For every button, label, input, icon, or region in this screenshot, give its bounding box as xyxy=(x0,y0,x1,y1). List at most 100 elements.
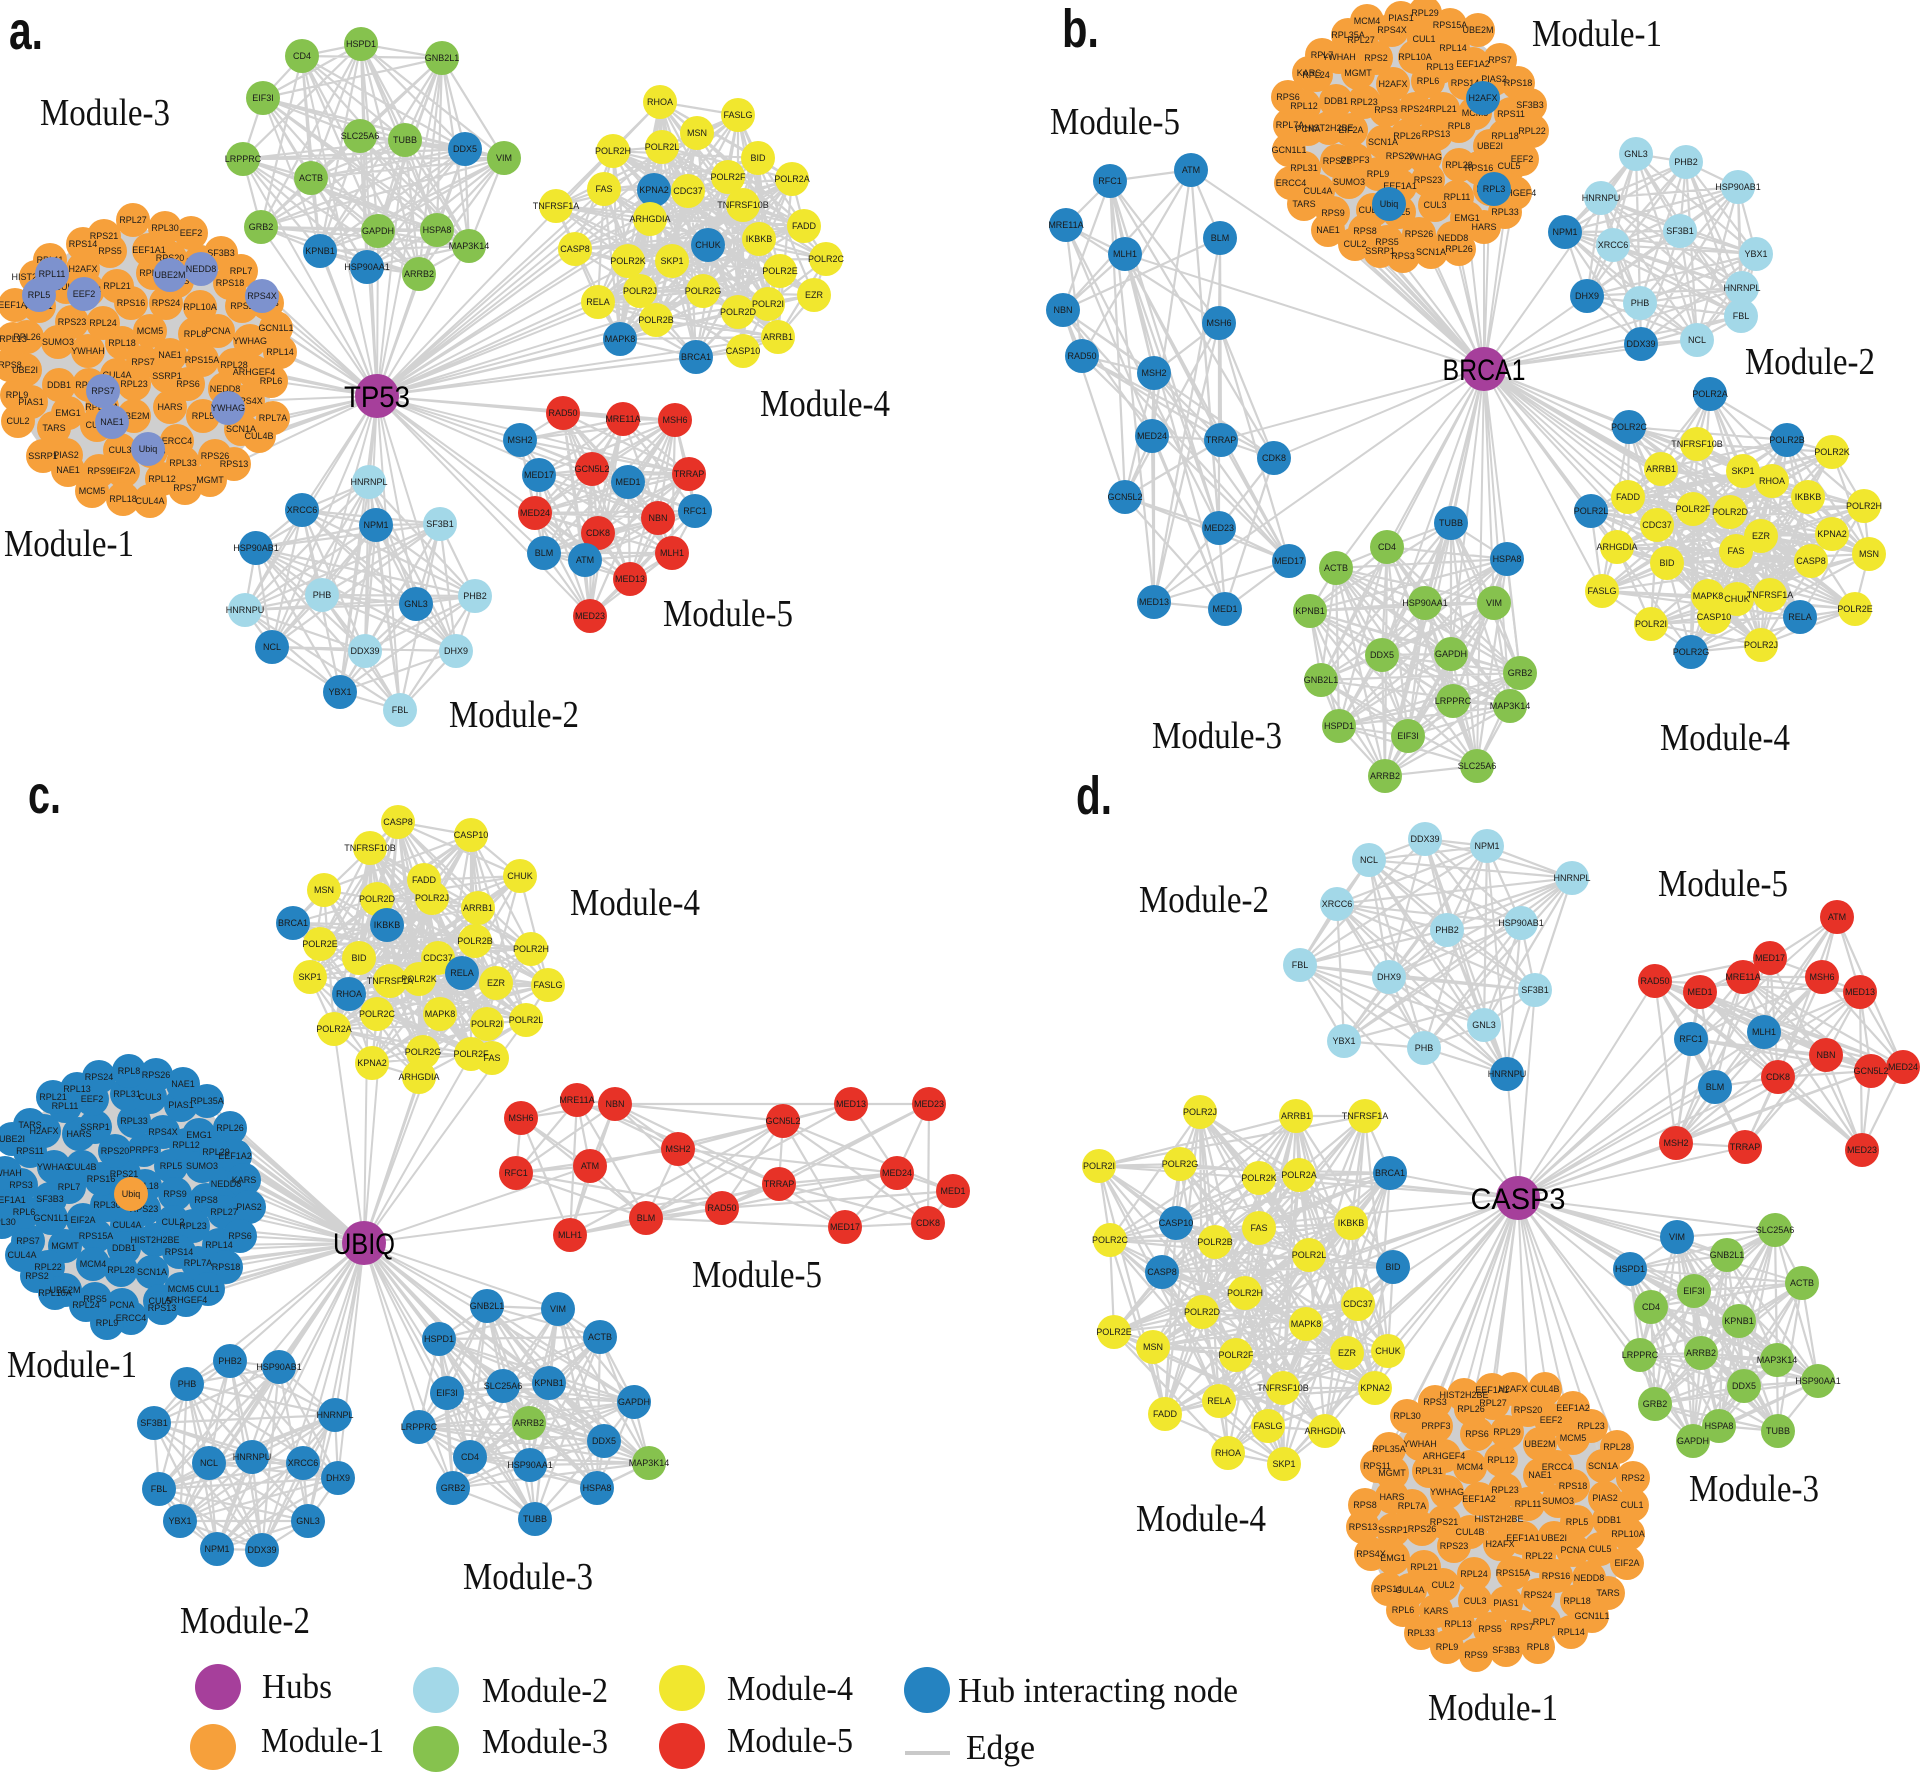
svg-text:CUL5: CUL5 xyxy=(1588,1544,1611,1554)
svg-text:CUL1: CUL1 xyxy=(196,1284,219,1294)
svg-text:TUBB: TUBB xyxy=(1439,518,1463,528)
svg-text:IKBKB: IKBKB xyxy=(1338,1218,1365,1228)
svg-text:RPL7A: RPL7A xyxy=(259,413,288,423)
svg-text:SSRP1: SSRP1 xyxy=(1365,246,1395,256)
svg-text:H2AFX: H2AFX xyxy=(1498,1384,1527,1394)
svg-text:RPS14: RPS14 xyxy=(1451,78,1480,88)
svg-text:EIF2A: EIF2A xyxy=(1614,1558,1639,1568)
svg-text:RPL27: RPL27 xyxy=(210,1207,238,1217)
svg-text:RHOA: RHOA xyxy=(647,97,673,107)
svg-text:EEF1A2: EEF1A2 xyxy=(218,1151,252,1161)
svg-text:CDC37: CDC37 xyxy=(1642,520,1672,530)
svg-text:PHB: PHB xyxy=(313,590,332,600)
svg-text:CUL4A: CUL4A xyxy=(1303,186,1332,196)
svg-text:BRCA1: BRCA1 xyxy=(681,352,711,362)
svg-text:RPS15A: RPS15A xyxy=(1496,1568,1531,1578)
svg-text:HSP90AA1: HSP90AA1 xyxy=(1795,1376,1841,1386)
svg-text:HSPD1: HSPD1 xyxy=(1324,721,1354,731)
svg-text:PHB: PHB xyxy=(1415,1043,1434,1053)
svg-text:Module-3: Module-3 xyxy=(1689,1468,1819,1510)
svg-text:NCL: NCL xyxy=(1360,855,1378,865)
svg-text:RPS20: RPS20 xyxy=(1514,1405,1543,1415)
svg-text:MRE11A: MRE11A xyxy=(1725,972,1760,982)
svg-text:RPS5: RPS5 xyxy=(83,1294,107,1304)
svg-text:POLR2E: POLR2E xyxy=(762,266,798,276)
svg-text:RPS4X: RPS4X xyxy=(247,291,277,301)
svg-text:MED24: MED24 xyxy=(1888,1062,1918,1072)
svg-text:HNRNPU: HNRNPU xyxy=(226,605,265,615)
svg-text:RPS15A: RPS15A xyxy=(1433,20,1468,30)
svg-text:Module-5: Module-5 xyxy=(1050,101,1180,143)
svg-text:RPL33: RPL33 xyxy=(120,1116,148,1126)
svg-text:MLH1: MLH1 xyxy=(660,548,684,558)
svg-text:RPS9: RPS9 xyxy=(87,466,111,476)
svg-text:NEDD8: NEDD8 xyxy=(211,1179,242,1189)
svg-text:CUL4B: CUL4B xyxy=(244,431,273,441)
svg-text:CD4: CD4 xyxy=(1642,1302,1660,1312)
svg-text:MED13: MED13 xyxy=(836,1099,866,1109)
svg-text:EZR: EZR xyxy=(487,978,506,988)
svg-text:RPS7: RPS7 xyxy=(1510,1622,1534,1632)
svg-text:PCNA: PCNA xyxy=(1295,124,1320,134)
svg-text:RPL33: RPL33 xyxy=(1491,207,1519,217)
svg-text:RPS2: RPS2 xyxy=(1364,53,1388,63)
svg-text:H2AFX: H2AFX xyxy=(29,1126,58,1136)
svg-text:HSPA8: HSPA8 xyxy=(1705,1421,1734,1431)
svg-text:H2AFX: H2AFX xyxy=(1468,93,1497,103)
svg-text:POLR2I: POLR2I xyxy=(1083,1161,1115,1171)
svg-text:HSP90AA1: HSP90AA1 xyxy=(1402,598,1448,608)
svg-text:NEDD8: NEDD8 xyxy=(186,264,217,274)
svg-text:ATM: ATM xyxy=(1828,912,1846,922)
svg-text:POLR2A: POLR2A xyxy=(1281,1170,1317,1180)
svg-text:MCM5: MCM5 xyxy=(168,1284,195,1294)
svg-text:HSP90AB1: HSP90AB1 xyxy=(1715,182,1761,192)
svg-text:BLM: BLM xyxy=(1211,233,1230,243)
svg-text:RPS9: RPS9 xyxy=(163,1189,187,1199)
svg-text:YWHAH: YWHAH xyxy=(0,1168,22,1178)
svg-text:RPS4X: RPS4X xyxy=(1377,25,1407,35)
svg-text:Module-3: Module-3 xyxy=(1152,715,1282,757)
svg-text:Module-2: Module-2 xyxy=(449,694,579,736)
svg-text:RPL10A: RPL10A xyxy=(183,302,217,312)
svg-text:CUL3: CUL3 xyxy=(1463,1596,1486,1606)
svg-text:RPL9: RPL9 xyxy=(1436,1642,1459,1652)
svg-text:RPS23: RPS23 xyxy=(58,317,87,327)
svg-text:Module-1: Module-1 xyxy=(261,1721,384,1760)
svg-text:FADD: FADD xyxy=(412,875,437,885)
svg-text:CUL4B: CUL4B xyxy=(67,1162,96,1172)
svg-text:POLR2B: POLR2B xyxy=(638,315,674,325)
svg-text:MCM4: MCM4 xyxy=(1354,16,1381,26)
svg-text:DDX39: DDX39 xyxy=(350,646,379,656)
svg-text:RFC1: RFC1 xyxy=(683,506,707,516)
svg-text:RPL24: RPL24 xyxy=(1460,1569,1488,1579)
svg-text:EEF2: EEF2 xyxy=(81,1094,104,1104)
svg-text:CUL1: CUL1 xyxy=(54,282,77,292)
svg-text:EEF1A1: EEF1A1 xyxy=(1475,1385,1509,1395)
svg-text:RPS6: RPS6 xyxy=(228,1231,252,1241)
svg-text:POLR2B: POLR2B xyxy=(1769,435,1805,445)
svg-text:RPL30: RPL30 xyxy=(1393,1411,1421,1421)
svg-text:CUL1: CUL1 xyxy=(1412,34,1435,44)
svg-text:POLR2D: POLR2D xyxy=(359,894,396,904)
svg-text:H2AFX: H2AFX xyxy=(1485,1539,1514,1549)
svg-text:EMG1: EMG1 xyxy=(186,1130,212,1140)
svg-text:RPS23: RPS23 xyxy=(130,1204,159,1214)
svg-text:MSN: MSN xyxy=(687,128,707,138)
svg-text:Module-1: Module-1 xyxy=(7,1344,137,1386)
svg-text:SLC25A6: SLC25A6 xyxy=(1458,761,1497,771)
svg-text:c.: c. xyxy=(28,765,61,825)
svg-text:TRRAP: TRRAP xyxy=(1206,435,1237,445)
svg-text:Module-4: Module-4 xyxy=(1136,1498,1266,1540)
svg-text:KARS: KARS xyxy=(1297,68,1322,78)
svg-text:HIST2H2BE: HIST2H2BE xyxy=(1439,1390,1488,1400)
svg-text:ARRB2: ARRB2 xyxy=(404,269,434,279)
svg-text:RPL9: RPL9 xyxy=(6,390,29,400)
svg-text:MSH2: MSH2 xyxy=(507,435,532,445)
svg-text:MCM5: MCM5 xyxy=(79,486,106,496)
svg-text:SKP1: SKP1 xyxy=(660,256,683,266)
svg-text:RPL7: RPL7 xyxy=(230,266,253,276)
svg-text:MCM5: MCM5 xyxy=(1560,1433,1587,1443)
svg-text:TRRAP: TRRAP xyxy=(1730,1142,1761,1152)
svg-text:RPS8: RPS8 xyxy=(1353,1500,1377,1510)
svg-text:GNB2L1: GNB2L1 xyxy=(1710,1250,1745,1260)
